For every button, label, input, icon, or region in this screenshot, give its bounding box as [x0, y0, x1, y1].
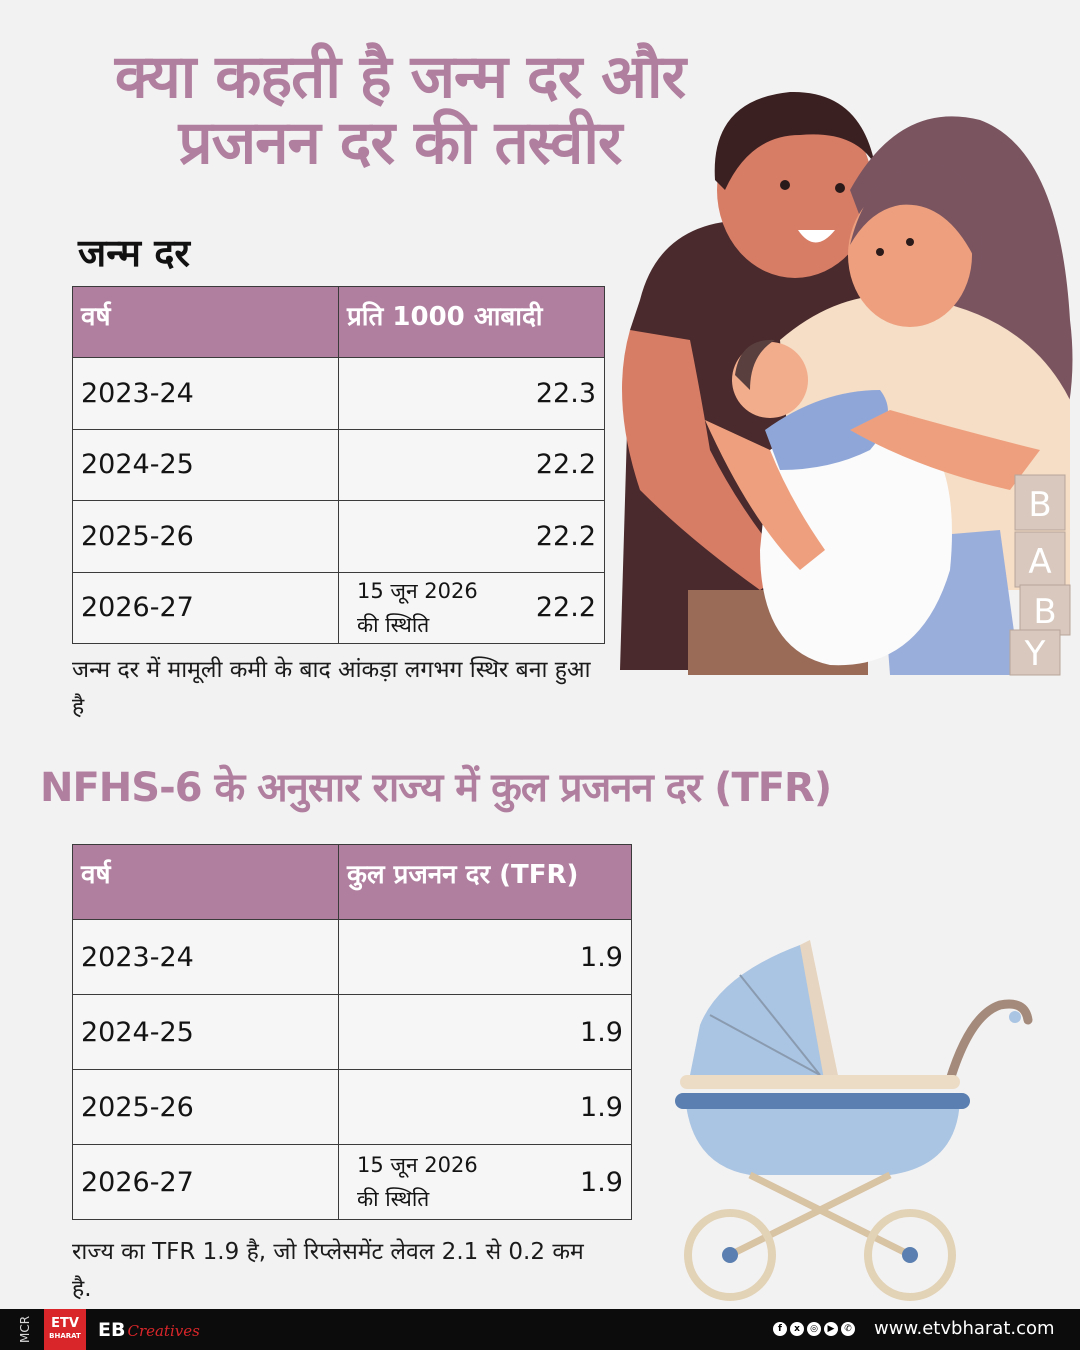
tfr-table: वर्ष कुल प्रजनन दर (TFR) 2023-24 1.9 202…	[72, 844, 632, 1220]
youtube-icon[interactable]: ▶	[824, 1322, 838, 1336]
status-note: 15 जून 2026 की स्थिति	[357, 573, 478, 644]
column-header-tfr: कुल प्रजनन दर (TFR)	[338, 844, 632, 920]
logo-text: ETV	[51, 1315, 79, 1331]
status-note-date: 15 जून 2026	[357, 1153, 478, 1177]
value-cell: 22.2	[338, 500, 605, 573]
year-cell: 2026-27	[72, 1144, 339, 1220]
year-cell: 2026-27	[72, 571, 339, 644]
value-cell: 15 जून 2026 की स्थिति 1.9	[338, 1144, 632, 1220]
baby-blocks: B A B Y	[1009, 474, 1071, 676]
table-row: 2025-26 22.2	[72, 500, 605, 573]
table-row: 2025-26 1.9	[72, 1069, 632, 1145]
birth-rate-heading: जन्म दर	[78, 231, 190, 275]
birth-rate-table: वर्ष प्रति 1000 आबादी 2023-24 22.3 2024-…	[72, 286, 605, 644]
table-row: 2026-27 15 जून 2026 की स्थिति 1.9	[72, 1144, 632, 1220]
status-note-label: की स्थिति	[357, 1187, 430, 1211]
year-cell: 2024-25	[72, 994, 339, 1070]
value-text: 1.9	[580, 1166, 623, 1198]
mcr-label: MCR	[18, 1315, 32, 1344]
year-cell: 2025-26	[72, 500, 339, 573]
column-header-year: वर्ष	[72, 286, 339, 358]
block-letter: B	[1033, 592, 1056, 632]
table-row: 2024-25 22.2	[72, 428, 605, 501]
status-note-label: की स्थिति	[357, 612, 430, 637]
table-row: 2024-25 1.9	[72, 994, 632, 1070]
title-line-2: प्रजनन दर की तस्वीर	[178, 108, 623, 178]
tfr-heading: NFHS-6 के अनुसार राज्य में कुल प्रजनन दर…	[40, 765, 832, 811]
value-cell: 1.9	[338, 994, 632, 1070]
value-cell: 22.3	[338, 357, 605, 430]
year-cell: 2023-24	[72, 919, 339, 995]
social-icons: f x ◎ ▶ ✆	[773, 1322, 855, 1336]
value-cell: 1.9	[338, 919, 632, 995]
etv-bharat-logo: ETV BHARAT	[44, 1309, 86, 1350]
table-row: 2023-24 1.9	[72, 919, 632, 995]
column-header-per-1000: प्रति 1000 आबादी	[338, 286, 605, 358]
website-link[interactable]: www.etvbharat.com	[874, 1318, 1055, 1339]
page-title: क्या कहती है जन्म दर और प्रजनन दर की तस्…	[30, 44, 770, 176]
value-cell: 1.9	[338, 1069, 632, 1145]
instagram-icon[interactable]: ◎	[807, 1322, 821, 1336]
eb-text: EB	[98, 1319, 126, 1341]
year-cell: 2025-26	[72, 1069, 339, 1145]
family-illustration: B A B Y	[620, 91, 1073, 676]
table-header-row: वर्ष प्रति 1000 आबादी	[72, 286, 605, 358]
table-row: 2026-27 15 जून 2026 की स्थिति 22.2	[72, 571, 605, 644]
status-note: 15 जून 2026 की स्थिति	[357, 1145, 478, 1219]
logo-subtext: BHARAT	[49, 1331, 81, 1340]
year-cell: 2024-25	[72, 428, 339, 501]
value-text: 22.2	[535, 592, 596, 624]
pram-illustration	[675, 940, 1033, 1301]
title-line-1: क्या कहती है जन्म दर और	[114, 42, 686, 112]
value-cell: 22.2	[338, 428, 605, 501]
facebook-icon[interactable]: f	[773, 1322, 787, 1336]
x-icon[interactable]: x	[790, 1322, 804, 1336]
block-letter: B	[1028, 485, 1051, 525]
value-cell: 15 जून 2026 की स्थिति 22.2	[338, 571, 605, 644]
whatsapp-icon[interactable]: ✆	[841, 1322, 855, 1336]
column-header-year: वर्ष	[72, 844, 339, 920]
block-letter: Y	[1024, 634, 1046, 674]
block-letter: A	[1028, 542, 1051, 582]
creatives-text: Creatives	[127, 1322, 200, 1340]
eb-creatives-logo: EB Creatives	[98, 1319, 200, 1341]
status-note-date: 15 जून 2026	[357, 578, 478, 603]
birth-rate-caption: जन्म दर में मामूली कमी के बाद आंकड़ा लगभ…	[72, 657, 591, 720]
tfr-caption: राज्य का TFR 1.9 है, जो रिप्लेसमेंट लेवल…	[72, 1239, 584, 1302]
footer-bar: MCR ETV BHARAT EB Creatives f x ◎ ▶ ✆ www…	[0, 1309, 1080, 1350]
year-cell: 2023-24	[72, 357, 339, 430]
table-header-row: वर्ष कुल प्रजनन दर (TFR)	[72, 844, 632, 920]
table-row: 2023-24 22.3	[72, 357, 605, 430]
